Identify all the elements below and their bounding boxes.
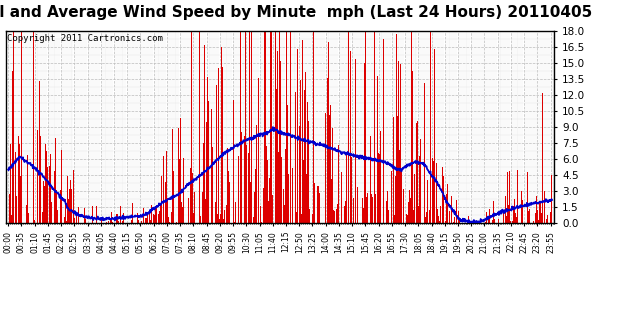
Text: Copyright 2011 Cartronics.com: Copyright 2011 Cartronics.com [8, 34, 163, 43]
Text: Actual and Average Wind Speed by Minute  mph (Last 24 Hours) 20110405: Actual and Average Wind Speed by Minute … [0, 5, 592, 20]
